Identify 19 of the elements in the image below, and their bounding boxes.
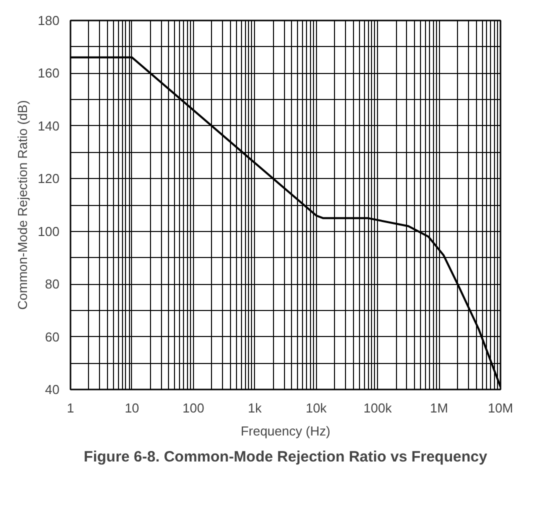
y-tick-label: 120 (38, 171, 60, 186)
text: Figure 6-8. Common-Mode Rejection Ratio vs Frequency (84, 448, 488, 466)
y-axis-title: Common-Mode Rejection Ratio (dB) (14, 100, 30, 310)
x-tick-label: 1M (430, 400, 448, 416)
y-tick-label: 80 (45, 276, 60, 292)
y-tick-label: 160 (38, 66, 60, 81)
y-tick-label: 100 (38, 224, 60, 239)
x-tick-label: 1 (66, 400, 74, 416)
x-tick-label: 1k (248, 400, 262, 416)
x-tick-label: 10 (124, 400, 140, 416)
y-tick-label: 180 (38, 13, 60, 28)
x-tick-label: 10M (488, 400, 514, 416)
y-tick-label: 60 (45, 329, 60, 344)
y-tick-label: 40 (45, 382, 60, 397)
x-tick-label: 10k (306, 400, 328, 416)
x-tick-label: 100 (182, 400, 204, 416)
x-axis-title: Frequency (Hz) (240, 424, 330, 438)
x-tick-label: 100k (364, 400, 392, 416)
y-tick-label: 140 (38, 118, 60, 134)
